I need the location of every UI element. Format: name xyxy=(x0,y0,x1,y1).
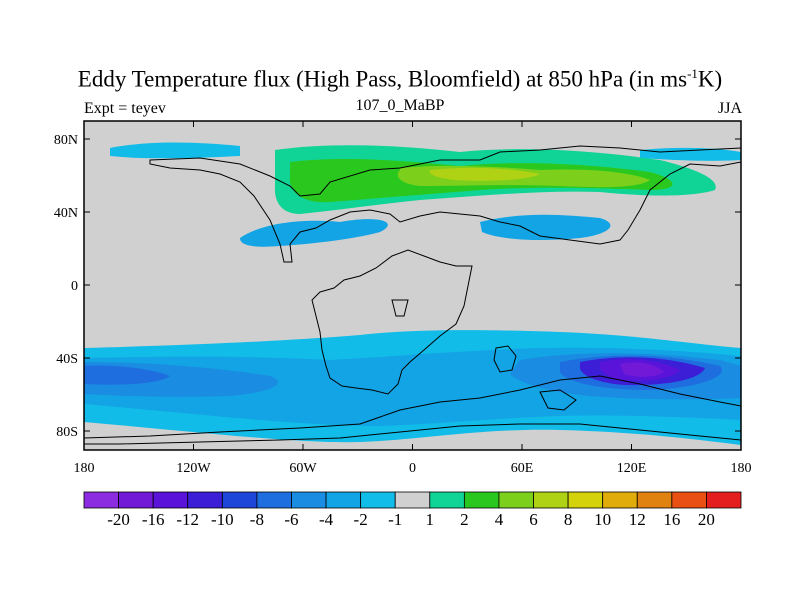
season-label: JJA xyxy=(717,100,742,117)
colorbar-swatch xyxy=(567,491,604,509)
colorbar-swatch xyxy=(706,491,742,509)
colorbar-swatch xyxy=(602,491,638,509)
colorbar-swatch xyxy=(325,491,362,509)
coastlines xyxy=(84,145,741,445)
colorbar-swatch xyxy=(360,491,396,509)
colorbar-swatch xyxy=(463,491,500,509)
lon-tick-label: 0 xyxy=(409,461,416,476)
lon-tick-label: 120W xyxy=(176,461,211,476)
nh-neg-arctic-e xyxy=(640,147,741,161)
lon-tick-label: 60W xyxy=(289,461,317,476)
colorbar-swatch xyxy=(83,491,119,509)
lat-tick-label: 40S xyxy=(56,352,78,367)
lat-tick-label: 0 xyxy=(71,279,78,294)
colorbar-swatch xyxy=(291,491,327,509)
title-tail: K) xyxy=(697,66,723,92)
chart-title: Eddy Temperature flux (High Pass, Bloomf… xyxy=(0,66,800,93)
colorbar-label: 20 xyxy=(698,510,715,529)
colorbar-label: 16 xyxy=(663,510,680,529)
experiment-label: Expt = teyev xyxy=(84,100,166,117)
colorbar-label: 4 xyxy=(495,510,504,529)
colorbar-label: 6 xyxy=(529,510,538,529)
lon-tick-label: 60E xyxy=(511,461,534,476)
colorbar-swatch xyxy=(394,491,431,509)
colorbar-swatch xyxy=(429,491,465,509)
colorbar-swatch xyxy=(671,491,707,509)
colorbar-label: 1 xyxy=(426,510,435,529)
colorbar-swatch xyxy=(533,491,569,509)
lon-tick-label: 180 xyxy=(74,461,95,476)
colorbar-swatch xyxy=(118,491,154,509)
colorbar-label: -12 xyxy=(176,510,199,529)
lon-tick-label: 120E xyxy=(617,461,647,476)
colorbar-label: -4 xyxy=(319,510,334,529)
nh-neg-arctic xyxy=(110,142,240,159)
coast-southern-landmass xyxy=(84,375,741,445)
colorbar-swatch xyxy=(498,491,534,509)
colorbar-swatch xyxy=(187,491,223,509)
colorbar-label: 12 xyxy=(629,510,646,529)
coast-small-islands-se xyxy=(539,389,577,411)
lat-tick-label: 40N xyxy=(54,206,78,221)
colorbar-label: -16 xyxy=(142,510,165,529)
colorbar-label: -10 xyxy=(211,510,234,529)
coast-small-islands-east xyxy=(493,345,517,373)
colorbar-label: -2 xyxy=(354,510,368,529)
nh-pos-core xyxy=(429,167,540,181)
lat-tick-label: 80S xyxy=(56,425,78,440)
title-main: Eddy Temperature flux (High Pass, Bloomf… xyxy=(77,66,688,92)
colorbar-label: 8 xyxy=(564,510,573,529)
colorbar-label: 10 xyxy=(594,510,611,529)
nh-neg-atlantic xyxy=(240,219,388,247)
coast-central-landmass xyxy=(311,249,473,395)
colorbar-swatch xyxy=(636,491,673,509)
nh-neg-pacific xyxy=(480,214,611,240)
colorbar-swatch xyxy=(221,491,258,509)
colorbar-label: -8 xyxy=(250,510,264,529)
case-label: 107_0_MaBP xyxy=(355,97,445,114)
colorbar-label: -1 xyxy=(388,510,402,529)
colorbar-swatch xyxy=(152,491,189,509)
longitude-axis: 180 120W 60W 0 60E 120E 180 xyxy=(74,121,752,476)
colorbar-label: -6 xyxy=(284,510,298,529)
colorbar: -20 -16 -12 -10 -8 -6 -4 -2 -1 1 2 4 6 8 10 12 16 20 xyxy=(83,491,742,529)
colorbar-label: -20 xyxy=(107,510,130,529)
latitude-axis: 80N 40N 0 40S 80S xyxy=(54,133,741,440)
colorbar-label: 2 xyxy=(460,510,469,529)
colorbar-swatch xyxy=(256,491,292,509)
coast-central-notch xyxy=(391,299,409,317)
sh-band-extreme xyxy=(620,362,664,377)
flux-field xyxy=(84,142,741,445)
lon-tick-label: 180 xyxy=(731,461,752,476)
coast-northern-landmass xyxy=(149,145,741,263)
title-superscript: -1 xyxy=(687,66,698,81)
sh-band-deep-west xyxy=(84,365,170,385)
lat-tick-label: 80N xyxy=(54,133,78,148)
